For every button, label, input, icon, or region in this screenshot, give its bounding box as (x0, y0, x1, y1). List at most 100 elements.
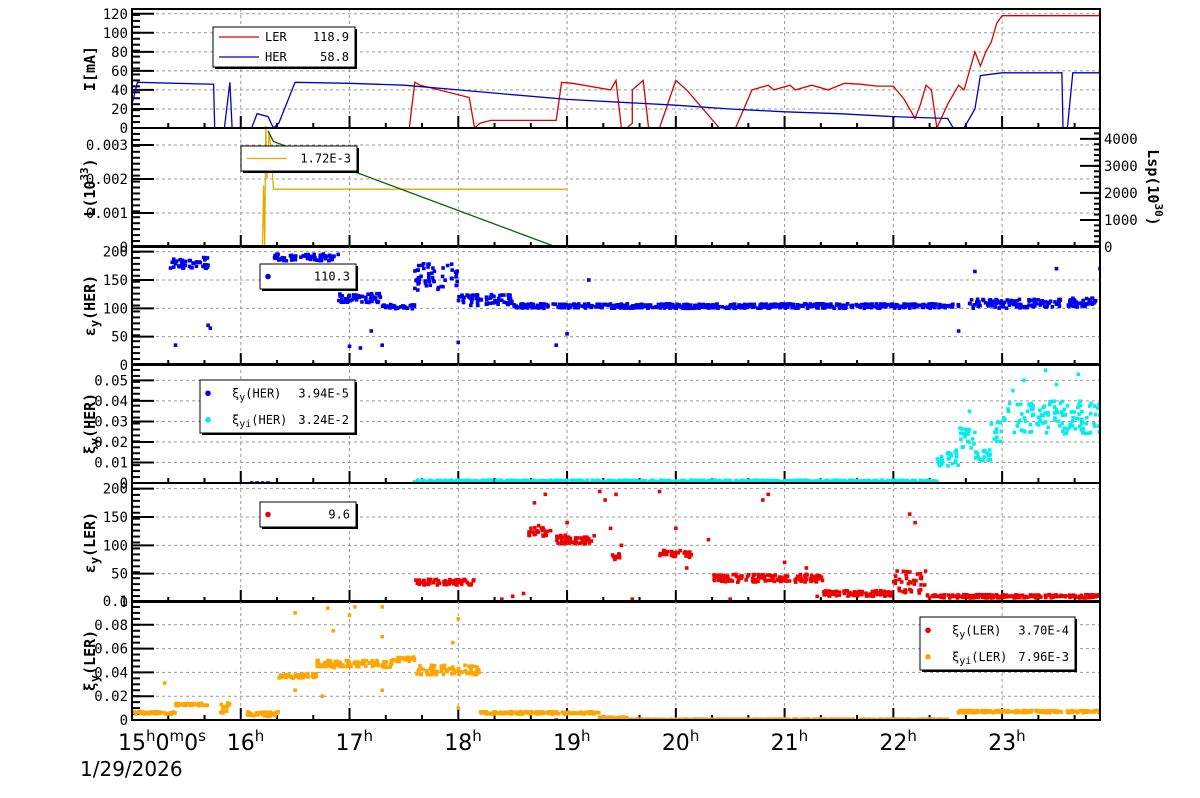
data-point (338, 294, 342, 298)
data-point (786, 303, 790, 308)
data-point (499, 480, 504, 483)
data-point (882, 589, 886, 594)
data-point (450, 276, 454, 281)
data-point (982, 708, 987, 713)
data-point (697, 480, 701, 483)
data-point (1011, 388, 1015, 393)
data-point (736, 575, 740, 579)
data-point (510, 301, 514, 305)
data-point (465, 671, 469, 675)
data-point (851, 592, 855, 596)
data-point (793, 478, 797, 483)
data-point (823, 589, 828, 593)
data-point (860, 590, 864, 595)
data-point (1051, 399, 1055, 404)
data-point (837, 590, 842, 595)
data-point (751, 479, 755, 483)
data-point (882, 302, 887, 306)
data-point (367, 661, 371, 666)
data-point (509, 712, 514, 716)
y-tick-label: 50 (111, 567, 128, 583)
data-point (759, 305, 764, 309)
data-point (573, 541, 578, 546)
data-point (292, 257, 297, 261)
data-point (326, 658, 331, 663)
data-point (956, 304, 961, 309)
data-point (549, 480, 553, 483)
data-point (767, 717, 771, 720)
data-point (1000, 595, 1005, 600)
data-point (435, 478, 440, 483)
data-point (948, 594, 953, 598)
data-point (331, 628, 336, 633)
data-point (561, 302, 565, 307)
data-point (442, 665, 446, 670)
data-point (163, 711, 168, 715)
data-point (1075, 710, 1080, 715)
data-point (469, 303, 473, 308)
y-tick-label: 0.04 (94, 394, 128, 410)
data-point (730, 480, 735, 483)
data-point (527, 710, 532, 714)
data-point (632, 304, 636, 308)
legend-name: LER (265, 30, 287, 44)
data-point (371, 295, 376, 300)
data-point (532, 501, 537, 505)
data-point (980, 595, 985, 600)
data-point (734, 572, 738, 577)
data-point (890, 304, 895, 309)
data-point (426, 480, 430, 483)
data-point (998, 439, 1003, 444)
data-series (132, 15, 1100, 128)
data-point (315, 258, 320, 262)
data-point (1018, 402, 1023, 407)
data-point (541, 528, 546, 532)
data-point (556, 478, 561, 483)
data-point (469, 670, 473, 675)
data-point (1084, 710, 1088, 715)
data-point (542, 302, 546, 306)
data-point (919, 583, 923, 587)
data-point (289, 675, 294, 680)
data-point (782, 560, 787, 565)
x-tick-label-16: 16h (227, 727, 265, 756)
data-point (536, 306, 541, 310)
data-point (431, 266, 435, 270)
data-point (634, 717, 638, 720)
data-point (723, 579, 728, 584)
data-point (885, 479, 890, 483)
data-point (206, 323, 210, 328)
data-point (1043, 420, 1048, 424)
data-point (392, 305, 396, 309)
data-point (963, 427, 968, 432)
data-point (809, 479, 813, 483)
data-point (924, 479, 929, 483)
data-point (820, 717, 825, 720)
data-point (1084, 421, 1088, 426)
data-point (561, 535, 565, 539)
data-point (484, 302, 489, 306)
data-point (321, 254, 326, 258)
data-point (942, 595, 946, 600)
y-tick-label: 0 (120, 240, 128, 256)
data-point (719, 717, 724, 720)
data-point (946, 464, 950, 468)
data-point (479, 298, 484, 302)
data-point (172, 711, 176, 715)
data-point (384, 660, 388, 664)
data-point (522, 710, 526, 715)
data-point (583, 539, 587, 544)
data-point (139, 710, 143, 714)
data-point (1080, 420, 1085, 424)
data-point (1065, 427, 1070, 432)
data-point (442, 582, 447, 587)
data-point (419, 274, 423, 279)
data-point (331, 662, 335, 666)
series-line-lsp (267, 130, 557, 247)
data-point (751, 576, 755, 581)
data-point (465, 580, 469, 585)
data-point (746, 479, 751, 483)
data-point (470, 297, 475, 301)
data-point (1083, 594, 1088, 599)
data-point (1079, 593, 1084, 598)
